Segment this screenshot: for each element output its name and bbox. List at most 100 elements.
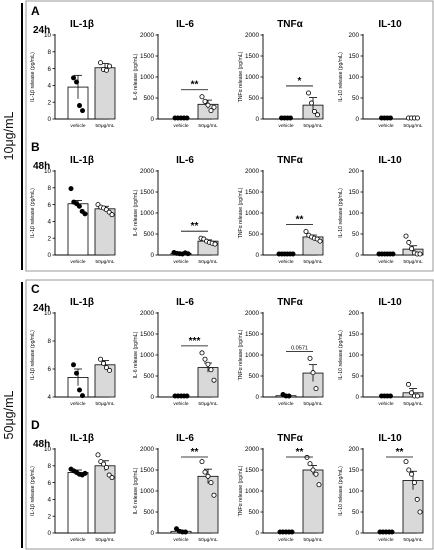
y-tick-label: 4 (47, 83, 51, 90)
data-point (95, 452, 101, 458)
data-point (414, 115, 420, 121)
y-tick-label: 500 (143, 373, 154, 380)
data-point (403, 233, 409, 239)
data-point (405, 381, 411, 387)
y-tick-label: 0 (47, 530, 51, 537)
y-tick-label: 10 (44, 310, 52, 317)
x-tick-label: 50μg/mL (198, 537, 217, 543)
y-tick-label: 0 (355, 394, 359, 401)
chart-title: TNFα (277, 19, 303, 30)
data-point (409, 246, 415, 252)
x-tick-label: 50μg/mL (95, 123, 114, 129)
panel-time-label: 48h (33, 161, 50, 172)
y-axis-label: IL-6 release (pg/mL) (133, 331, 139, 378)
y-axis-label: TNFα release (pg/mL) (238, 187, 244, 238)
y-tick-label: 6 (47, 202, 51, 209)
panels-layer: A 24h IL-1β IL-1β release (pg/mL) 0 2 4 6 8 10 veh… (30, 4, 424, 543)
y-tick-label: 500 (143, 231, 154, 238)
bar-treated (94, 364, 116, 398)
chart-il10: IL-10 IL-10 release (pg/mL) 0 50 100 150 200 ve… (338, 155, 424, 265)
y-tick-label: 0 (255, 252, 259, 259)
bar-vehicle (67, 472, 89, 534)
y-tick-label: 100 (348, 210, 359, 217)
data-point (417, 251, 423, 257)
y-tick-label: 50 (352, 509, 360, 516)
data-point (104, 365, 110, 371)
y-tick-label: 200 (348, 32, 359, 39)
data-point (414, 496, 420, 502)
y-tick-label: 2 (47, 235, 51, 242)
chart-title: IL-6 (176, 155, 194, 166)
y-tick-label: 1500 (140, 189, 155, 196)
significance-label: ** (191, 80, 199, 91)
y-tick-label: 1000 (140, 352, 155, 359)
y-tick-label: 1500 (245, 189, 260, 196)
data-point (77, 387, 83, 393)
x-tick-label: vehicle (278, 123, 294, 129)
x-tick-label: 50μg/mL (403, 537, 422, 543)
data-point (387, 115, 393, 121)
y-tick-label: 50 (352, 373, 360, 380)
data-point (107, 367, 113, 373)
data-point (313, 386, 319, 392)
data-point (406, 239, 412, 245)
y-tick-label: 1000 (245, 352, 260, 359)
y-axis-label: IL-10 release (pg/mL) (338, 330, 344, 380)
data-point (208, 480, 214, 486)
y-tick-label: 150 (348, 189, 359, 196)
data-point (71, 362, 77, 368)
y-tick-label: 200 (348, 168, 359, 175)
x-tick-label: vehicle (70, 401, 86, 407)
data-point (406, 467, 412, 473)
y-tick-label: 500 (248, 373, 259, 380)
y-tick-label: 0 (47, 252, 51, 259)
y-tick-label: 100 (348, 488, 359, 495)
y-axis-label: IL-1β release (pg/mL) (30, 52, 36, 102)
y-tick-label: 500 (143, 509, 154, 516)
chart-tnf: TNFα TNFα release (pg/mL) 0 500 1000 1500 2000… (238, 19, 324, 129)
y-tick-label: 10 (44, 32, 52, 39)
y-tick-label: 2000 (140, 32, 155, 39)
y-tick-label: 6 (47, 480, 51, 487)
y-tick-label: 2000 (140, 310, 155, 317)
chart-title: IL-1β (70, 155, 94, 166)
chart-il6: IL-6 IL-6 release (pg/mL) 0 500 1000 1500 2000… (133, 19, 219, 129)
x-tick-label: vehicle (173, 401, 189, 407)
data-point (389, 529, 395, 535)
y-tick-label: 8 (47, 49, 51, 56)
data-point (307, 355, 313, 361)
x-tick-label: 50μg/mL (198, 123, 217, 129)
y-tick-label: 0 (150, 394, 154, 401)
chart-title: IL-1β (70, 19, 94, 30)
data-point (68, 186, 74, 192)
y-tick-label: 2000 (140, 168, 155, 175)
data-point (82, 211, 88, 217)
data-point (205, 102, 211, 108)
y-tick-label: 200 (348, 310, 359, 317)
x-tick-label: vehicle (173, 123, 189, 129)
data-point (199, 350, 205, 356)
panel-time-label: 24h (33, 303, 50, 314)
data-point (313, 471, 319, 477)
chart-title: IL-1β (70, 433, 94, 444)
data-point (109, 475, 115, 481)
y-axis-label: IL-6 release (pg/mL) (133, 53, 139, 100)
x-tick-label: 50μg/mL (303, 123, 322, 129)
y-tick-label: 0 (150, 530, 154, 537)
x-tick-label: vehicle (70, 537, 86, 543)
y-tick-label: 4 (47, 219, 51, 226)
data-point (185, 251, 191, 257)
data-point (74, 79, 80, 85)
data-point (199, 459, 205, 465)
data-point (290, 251, 296, 257)
side-label-10ug: 10μg/mL (2, 112, 16, 161)
y-tick-label: 1000 (140, 74, 155, 81)
y-axis-label: IL-6 release (pg/mL) (133, 189, 139, 236)
chart-il1: IL-1β IL-1β release (pg/mL) 0 2 4 6 8 10 vehicle… (30, 19, 116, 129)
data-point (103, 464, 109, 470)
data-point (414, 393, 420, 399)
data-point (409, 471, 415, 477)
chart-title: IL-10 (378, 155, 402, 166)
data-point (205, 361, 211, 367)
bar-treated (302, 469, 324, 534)
